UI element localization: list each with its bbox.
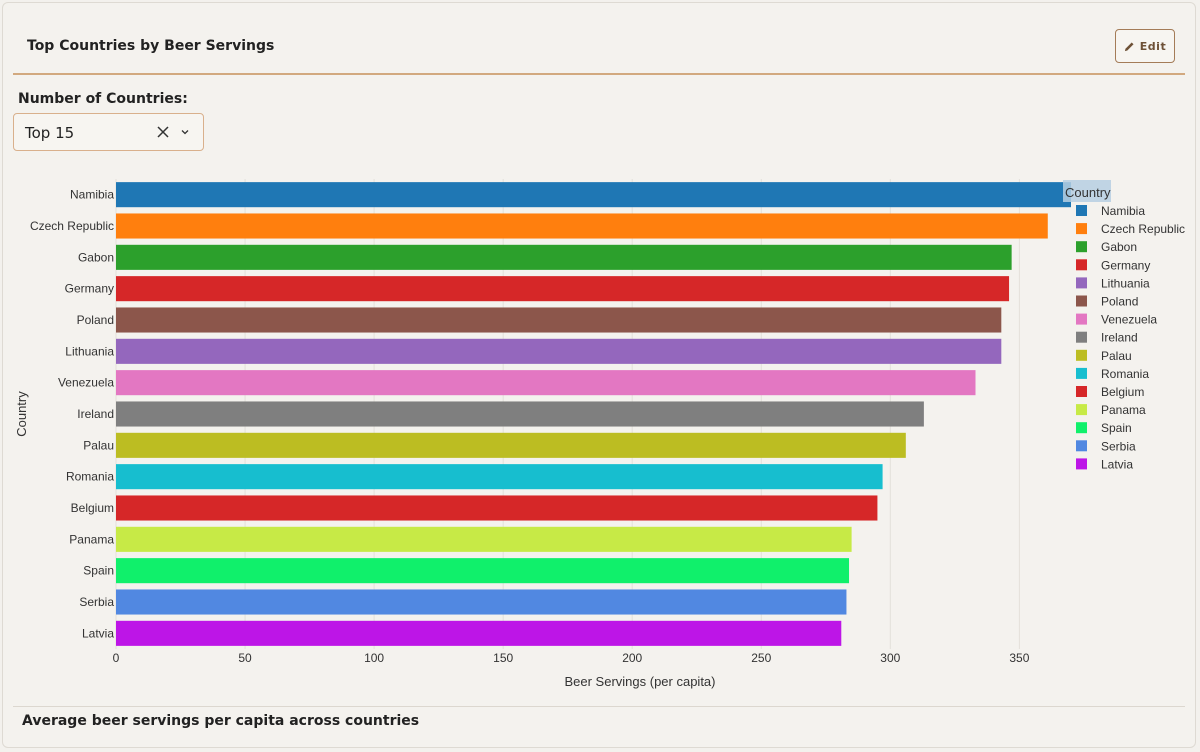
y-tick-label: Poland [77, 313, 114, 327]
bar-venezuela [116, 370, 976, 396]
chart-description: Average beer servings per capita across … [22, 713, 420, 729]
legend-entry: Venezuela [1101, 313, 1157, 327]
x-axis-title: Beer Servings (per capita) [564, 674, 715, 689]
bar-poland [116, 307, 1002, 333]
y-tick-label: Serbia [79, 595, 114, 609]
y-tick-label: Spain [83, 564, 114, 578]
legend-entry: Latvia [1101, 457, 1133, 471]
legend-entry: Germany [1101, 258, 1150, 272]
y-tick-label: Czech Republic [30, 219, 114, 233]
chevron-down-icon[interactable] [179, 126, 191, 138]
bar-panama [116, 526, 852, 552]
x-tick-label: 300 [880, 651, 900, 665]
countries-count-label: Number of Countries: [18, 91, 188, 107]
x-tick-label: 100 [364, 651, 384, 665]
bar-romania [116, 464, 883, 490]
legend-swatch [1076, 367, 1087, 379]
x-tick-label: 150 [493, 651, 513, 665]
y-tick-label: Panama [69, 532, 114, 546]
x-tick-label: 200 [622, 651, 642, 665]
legend-entry: Panama [1101, 403, 1146, 417]
bar-germany [116, 276, 1010, 302]
legend-swatch [1076, 422, 1087, 434]
bar-belgium [116, 495, 878, 521]
bar-lithuania [116, 338, 1002, 364]
y-tick-label: Belgium [71, 501, 114, 515]
legend-swatch [1076, 386, 1087, 397]
y-tick-label: Namibia [70, 188, 114, 202]
pencil-icon [1124, 41, 1134, 51]
legend-entry: Gabon [1101, 240, 1137, 254]
legend-entry: Serbia [1101, 439, 1136, 453]
bar-spain [116, 558, 850, 584]
select-value: Top 15 [25, 124, 75, 142]
bar-latvia [116, 620, 842, 646]
legend-swatch [1076, 277, 1087, 289]
bar-palau [116, 432, 906, 458]
y-tick-label: Venezuela [58, 376, 114, 390]
card-title: Top Countries by Beer Servings [27, 38, 275, 54]
legend-swatch [1076, 331, 1087, 343]
legend-swatch [1076, 223, 1087, 235]
x-tick-label: 50 [238, 651, 252, 665]
legend-entry: Palau [1101, 349, 1132, 363]
legend-swatch [1076, 205, 1087, 216]
x-tick-label: 350 [1009, 651, 1029, 665]
legend-entry: Poland [1101, 295, 1138, 309]
legend-entry: Ireland [1101, 331, 1138, 345]
legend-title-background [1063, 180, 1111, 202]
bar-gabon [116, 244, 1012, 270]
bar-namibia [116, 182, 1071, 208]
y-tick-label: Palau [83, 438, 114, 452]
bar-czech-republic [116, 213, 1048, 239]
y-tick-label: Romania [66, 470, 114, 484]
legend-swatch [1076, 313, 1087, 325]
edit-button-label: Edit [1139, 39, 1167, 53]
bar-serbia [116, 589, 847, 615]
legend-entry: Lithuania [1101, 276, 1150, 290]
legend-entry: Romania [1101, 367, 1149, 381]
legend-swatch [1076, 259, 1087, 271]
legend-swatch [1076, 241, 1087, 253]
edit-button[interactable]: Edit [1115, 29, 1175, 63]
header-divider [13, 73, 1185, 75]
legend-title: Country [1065, 185, 1111, 200]
y-tick-label: Latvia [82, 626, 114, 640]
y-tick-label: Lithuania [65, 344, 114, 358]
legend-entry: Czech Republic [1101, 222, 1185, 236]
x-tick-label: 250 [751, 651, 771, 665]
bar-ireland [116, 401, 924, 427]
footer-divider [13, 706, 1185, 707]
y-tick-label: Ireland [77, 407, 114, 421]
legend-entry: Namibia [1101, 204, 1145, 218]
legend-swatch [1076, 440, 1087, 452]
legend-swatch [1076, 295, 1087, 307]
legend-swatch [1076, 349, 1087, 361]
countries-count-select[interactable]: Top 15 [13, 113, 204, 151]
clear-icon[interactable] [154, 123, 172, 141]
legend-entry: Spain [1101, 421, 1132, 435]
y-tick-label: Gabon [78, 250, 114, 264]
x-tick-label: 0 [113, 651, 120, 665]
legend-swatch [1076, 458, 1087, 470]
y-tick-label: Germany [65, 282, 114, 296]
legend-swatch [1076, 404, 1087, 416]
y-axis-title: Country [14, 391, 29, 437]
legend-entry: Belgium [1101, 385, 1144, 399]
